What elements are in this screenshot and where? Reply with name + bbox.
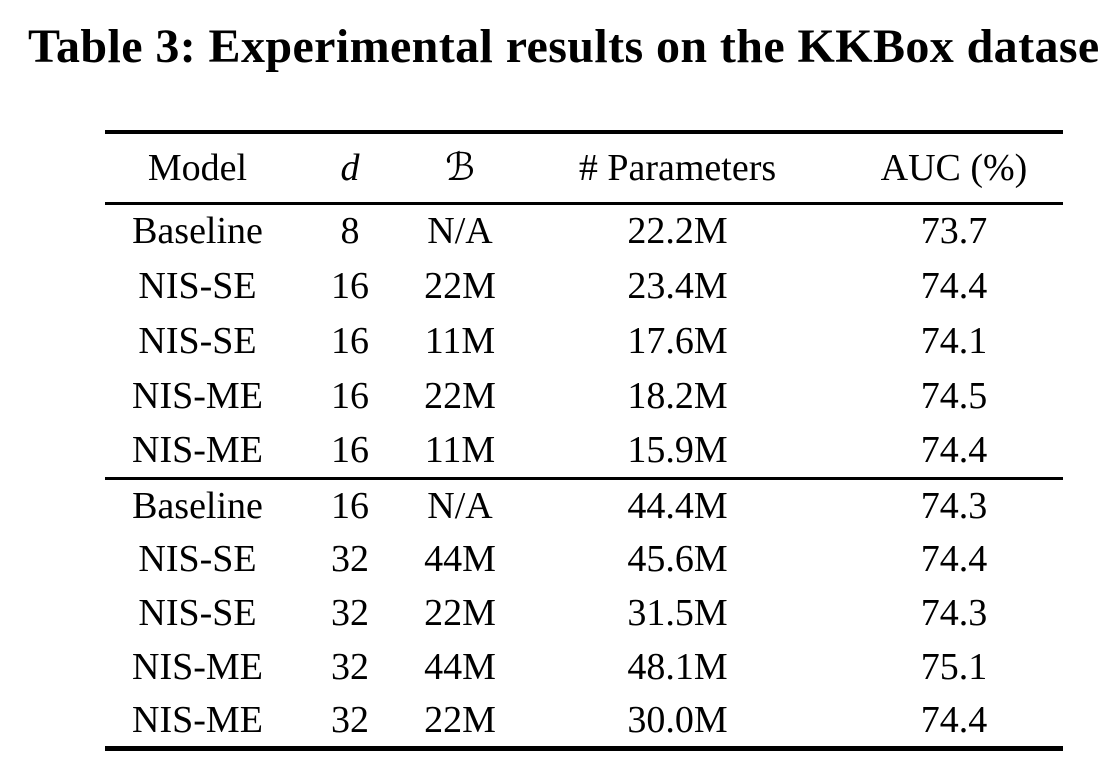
column-header-parameters: # Parameters: [578, 146, 777, 189]
cell-model: NIS-SE: [138, 538, 257, 580]
cell-d: 16: [331, 484, 369, 527]
column-header-auc: AUC (%): [880, 146, 1028, 189]
cell-budget: 22M: [424, 698, 496, 741]
cell-model: NIS-SE: [138, 319, 257, 362]
cell-budget: 22M: [424, 592, 496, 634]
header-row: Model d ℬ # Parameters AUC (%): [105, 132, 1063, 203]
cell-parameters: 48.1M: [627, 646, 728, 688]
cell-d: 16: [331, 428, 369, 471]
cell-parameters: 44.4M: [627, 484, 728, 527]
cell-model: NIS-SE: [138, 592, 257, 634]
results-table-container: Model d ℬ # Parameters AUC (%) Baseline …: [105, 130, 1063, 751]
table-caption: Table 3: Experimental results on the KKB…: [28, 20, 1100, 73]
cell-model: NIS-ME: [132, 374, 263, 417]
cell-model: NIS-ME: [132, 428, 263, 471]
cell-auc: 74.5: [920, 374, 988, 417]
cell-parameters: 18.2M: [627, 374, 728, 417]
cell-auc: 74.4: [920, 428, 988, 471]
cell-d: 32: [331, 698, 369, 741]
cell-budget: N/A: [427, 484, 493, 527]
cell-budget: 11M: [424, 428, 496, 471]
table-group-1: Baseline 8 N/A 22.2M 73.7 NIS-SE 16 22M …: [105, 203, 1063, 478]
cell-auc: 73.7: [920, 210, 988, 253]
cell-d: 16: [331, 264, 369, 307]
cell-budget: 11M: [424, 319, 496, 362]
cell-auc: 74.3: [920, 592, 988, 634]
cell-parameters: 15.9M: [627, 428, 728, 471]
cell-budget: 22M: [424, 264, 496, 307]
table-row: Baseline 8 N/A 22.2M 73.7: [105, 203, 1063, 258]
cell-budget: 22M: [424, 374, 496, 417]
cell-parameters: 31.5M: [627, 592, 728, 634]
cell-auc: 74.4: [920, 264, 988, 307]
cell-model: NIS-ME: [132, 646, 263, 688]
table-row: NIS-SE 32 44M 45.6M 74.4: [105, 532, 1063, 586]
table-row: NIS-ME 32 22M 30.0M 74.4: [105, 694, 1063, 748]
cell-parameters: 17.6M: [627, 319, 728, 362]
cell-parameters: 22.2M: [627, 210, 728, 253]
cell-budget: 44M: [424, 538, 496, 580]
cell-d: 8: [340, 210, 360, 253]
cell-model: NIS-SE: [138, 264, 257, 307]
cell-parameters: 23.4M: [627, 264, 728, 307]
cell-model: Baseline: [132, 210, 263, 253]
cell-d: 32: [331, 538, 369, 580]
table-row: NIS-ME 16 11M 15.9M 74.4: [105, 423, 1063, 478]
cell-auc: 74.4: [920, 698, 988, 741]
cell-d: 32: [331, 646, 369, 688]
table-row: NIS-SE 16 22M 23.4M 74.4: [105, 258, 1063, 313]
cell-budget: N/A: [427, 210, 493, 253]
cell-auc: 74.4: [920, 538, 988, 580]
cell-model: Baseline: [132, 484, 263, 527]
cell-parameters: 30.0M: [627, 698, 728, 741]
table-row: NIS-ME 32 44M 48.1M 75.1: [105, 640, 1063, 694]
column-header-d: d: [340, 146, 360, 189]
cell-budget: 44M: [424, 646, 496, 688]
kkbox-results-table: Model d ℬ # Parameters AUC (%) Baseline …: [105, 130, 1063, 751]
cell-auc: 75.1: [920, 646, 988, 688]
table-row: NIS-SE 32 22M 31.5M 74.3: [105, 586, 1063, 640]
cell-model: NIS-ME: [132, 698, 263, 741]
table-header: Model d ℬ # Parameters AUC (%): [105, 132, 1063, 203]
cell-auc: 74.1: [920, 319, 988, 362]
table-row: Baseline 16 N/A 44.4M 74.3: [105, 478, 1063, 532]
cell-d: 16: [331, 374, 369, 417]
table-row: NIS-ME 16 22M 18.2M 74.5: [105, 368, 1063, 423]
cell-parameters: 45.6M: [627, 538, 728, 580]
table-group-2: Baseline 16 N/A 44.4M 74.3 NIS-SE 32 44M…: [105, 478, 1063, 748]
column-header-budget: ℬ: [445, 147, 475, 190]
table-row: NIS-SE 16 11M 17.6M 74.1: [105, 313, 1063, 368]
column-header-model: Model: [147, 146, 248, 189]
cell-auc: 74.3: [920, 484, 988, 527]
cell-d: 32: [331, 592, 369, 634]
cell-d: 16: [331, 319, 369, 362]
